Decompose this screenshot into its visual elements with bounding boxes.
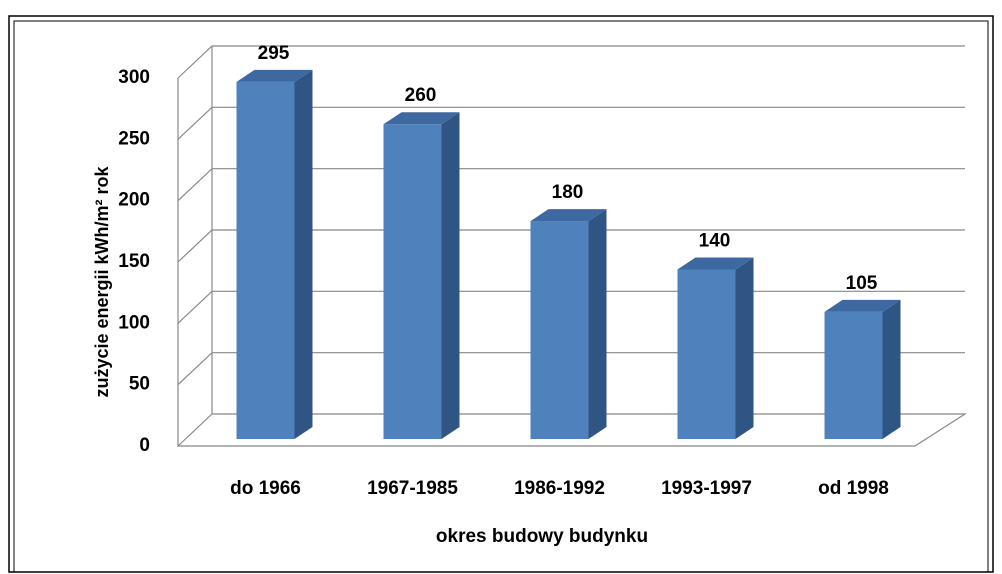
x-axis-title: okres budowy budynku <box>436 526 648 547</box>
x-tick-label: od 1998 <box>818 478 889 499</box>
grid-line <box>177 106 965 140</box>
bar-top <box>824 299 901 312</box>
bar <box>677 269 736 439</box>
y-tick-label: 100 <box>118 312 150 333</box>
bar-side <box>588 209 607 439</box>
y-tick-label: 250 <box>118 128 150 149</box>
y-tick-label: 150 <box>118 251 150 272</box>
inner-frame <box>13 20 989 573</box>
bar-side <box>294 69 313 440</box>
bar-side <box>735 257 754 439</box>
data-label: 105 <box>846 273 878 294</box>
y-axis-title: zużycie energii kWh/m² rok <box>92 165 112 397</box>
bar-top <box>530 209 607 222</box>
bar-side <box>882 299 901 439</box>
data-label: 295 <box>258 43 290 64</box>
grid-line <box>177 168 965 202</box>
grid-line <box>177 229 965 263</box>
bar <box>530 221 589 439</box>
bar-top <box>383 112 460 125</box>
x-tick-label: 1986-1992 <box>514 478 605 499</box>
y-tick-label: 50 <box>129 374 150 395</box>
data-label: 180 <box>552 182 584 203</box>
bar <box>824 311 883 439</box>
data-label: 140 <box>699 231 731 252</box>
bar <box>383 124 442 439</box>
x-tick-label: 1967-1985 <box>367 478 458 499</box>
y-tick-label: 200 <box>118 190 150 211</box>
bar-top <box>236 69 313 82</box>
bar-side <box>441 112 460 439</box>
grid-line <box>177 45 965 79</box>
data-label: 260 <box>405 85 437 106</box>
y-tick-label: 0 <box>139 435 150 456</box>
y-tick-label: 300 <box>118 67 150 88</box>
bar <box>236 81 295 440</box>
x-tick-label: 1993-1997 <box>661 478 752 499</box>
x-tick-label: do 1966 <box>230 478 301 499</box>
bar-top <box>677 257 754 270</box>
